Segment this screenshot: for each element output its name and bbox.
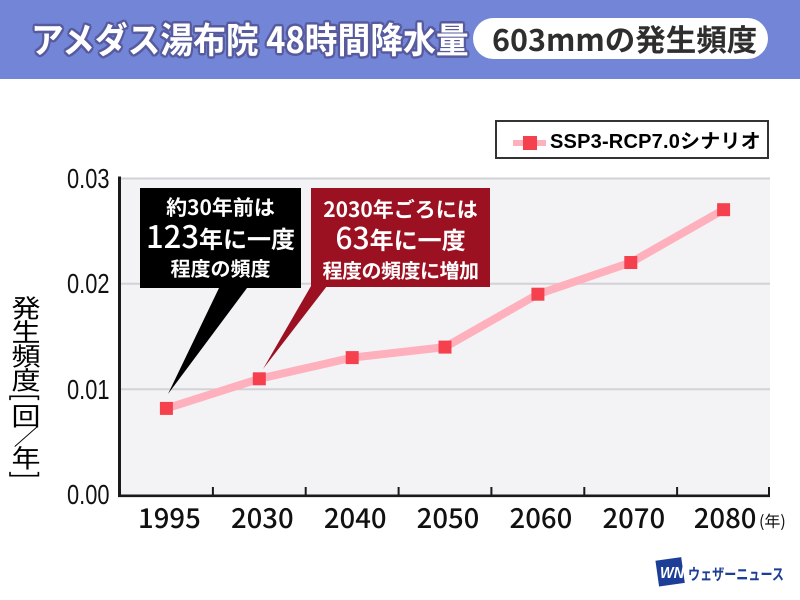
svg-text:ウェザーニュース: ウェザーニュース <box>688 561 784 585</box>
svg-text:WN: WN <box>660 565 684 582</box>
